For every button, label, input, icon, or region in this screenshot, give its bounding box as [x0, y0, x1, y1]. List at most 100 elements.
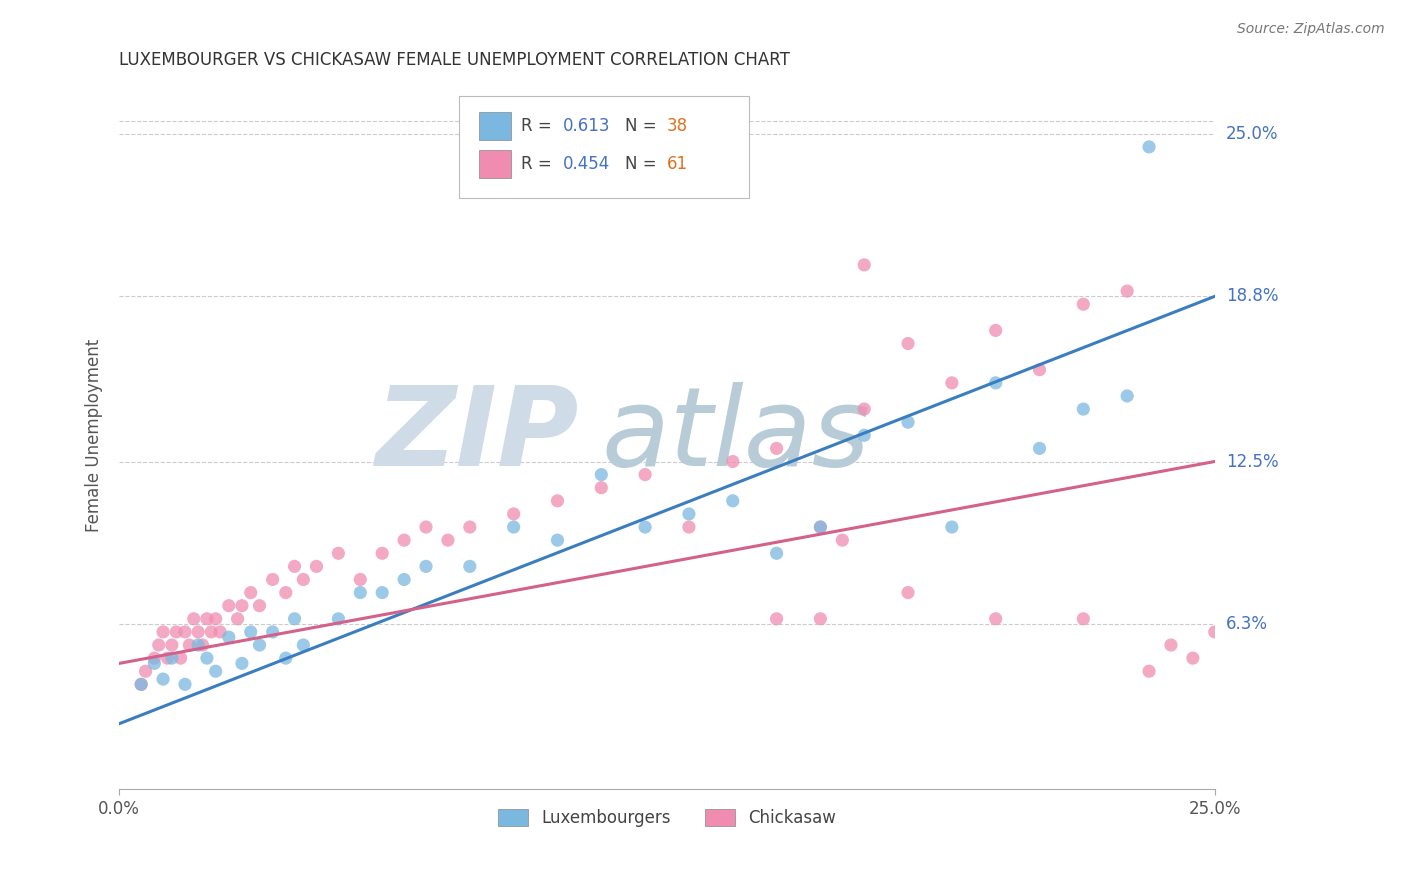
Point [897, 585, 920, 599]
Point [1116, 389, 1139, 403]
Point [143, 651, 166, 665]
Point [349, 585, 371, 599]
Point [678, 507, 700, 521]
Text: Source: ZipAtlas.com: Source: ZipAtlas.com [1237, 22, 1385, 37]
Text: 0.454: 0.454 [562, 155, 610, 173]
Point [262, 573, 284, 587]
Point [458, 559, 481, 574]
Point [897, 336, 920, 351]
Point [169, 651, 191, 665]
Point [853, 402, 876, 417]
Point [174, 677, 197, 691]
Text: atlas: atlas [602, 382, 870, 489]
Text: 12.5%: 12.5% [1226, 452, 1278, 470]
Point [274, 585, 297, 599]
Point [1071, 612, 1094, 626]
Point [165, 624, 187, 639]
Point [209, 624, 232, 639]
Point [204, 665, 226, 679]
Point [1181, 651, 1204, 665]
Point [721, 493, 744, 508]
Point [187, 624, 209, 639]
Point [392, 533, 415, 548]
Point [546, 533, 568, 548]
Point [371, 585, 394, 599]
Text: N =: N = [626, 155, 657, 173]
Point [831, 533, 853, 548]
Point [160, 638, 183, 652]
Point [174, 624, 197, 639]
Point [678, 520, 700, 534]
Point [249, 638, 271, 652]
Point [1160, 638, 1182, 652]
Point [156, 651, 179, 665]
Point [187, 638, 209, 652]
Point [897, 415, 920, 429]
Point [1028, 363, 1050, 377]
Text: ZIP: ZIP [375, 382, 579, 489]
Point [808, 612, 831, 626]
Point [941, 520, 963, 534]
Point [392, 573, 415, 587]
Text: R =: R = [522, 155, 553, 173]
Point [218, 630, 240, 644]
Point [808, 520, 831, 534]
Legend: Luxembourgers, Chickasaw: Luxembourgers, Chickasaw [492, 803, 842, 834]
Y-axis label: Female Unemployment: Female Unemployment [86, 339, 103, 532]
Point [458, 520, 481, 534]
Point [941, 376, 963, 390]
Point [328, 612, 350, 626]
Point [853, 428, 876, 442]
Point [634, 520, 657, 534]
Point [808, 520, 831, 534]
Point [546, 493, 568, 508]
Text: 38: 38 [666, 117, 688, 135]
Point [239, 624, 262, 639]
Point [1071, 297, 1094, 311]
FancyBboxPatch shape [458, 95, 749, 198]
Point [231, 657, 253, 671]
Point [283, 612, 305, 626]
Point [183, 612, 205, 626]
Point [143, 657, 166, 671]
Point [148, 638, 170, 652]
FancyBboxPatch shape [478, 150, 512, 178]
Point [274, 651, 297, 665]
Point [1071, 402, 1094, 417]
Point [262, 624, 284, 639]
Point [218, 599, 240, 613]
Point [160, 651, 183, 665]
Point [195, 612, 218, 626]
Text: 61: 61 [666, 155, 688, 173]
Point [135, 665, 157, 679]
Point [1137, 665, 1160, 679]
Point [129, 677, 152, 691]
Point [1204, 624, 1226, 639]
Point [721, 454, 744, 468]
Point [765, 612, 787, 626]
Text: N =: N = [626, 117, 657, 135]
Point [179, 638, 201, 652]
Point [305, 559, 328, 574]
Point [1116, 284, 1139, 298]
Text: 0.613: 0.613 [562, 117, 610, 135]
Point [239, 585, 262, 599]
Text: LUXEMBOURGER VS CHICKASAW FEMALE UNEMPLOYMENT CORRELATION CHART: LUXEMBOURGER VS CHICKASAW FEMALE UNEMPLO… [120, 51, 790, 69]
Point [984, 376, 1007, 390]
Point [502, 507, 524, 521]
Text: 6.3%: 6.3% [1226, 615, 1268, 633]
Point [195, 651, 218, 665]
Text: R =: R = [522, 117, 553, 135]
Point [765, 442, 787, 456]
Point [200, 624, 222, 639]
Point [226, 612, 249, 626]
Point [349, 573, 371, 587]
Point [1137, 140, 1160, 154]
Point [292, 638, 315, 652]
Point [502, 520, 524, 534]
Point [129, 677, 152, 691]
Point [415, 559, 437, 574]
Point [853, 258, 876, 272]
Point [984, 612, 1007, 626]
Point [415, 520, 437, 534]
